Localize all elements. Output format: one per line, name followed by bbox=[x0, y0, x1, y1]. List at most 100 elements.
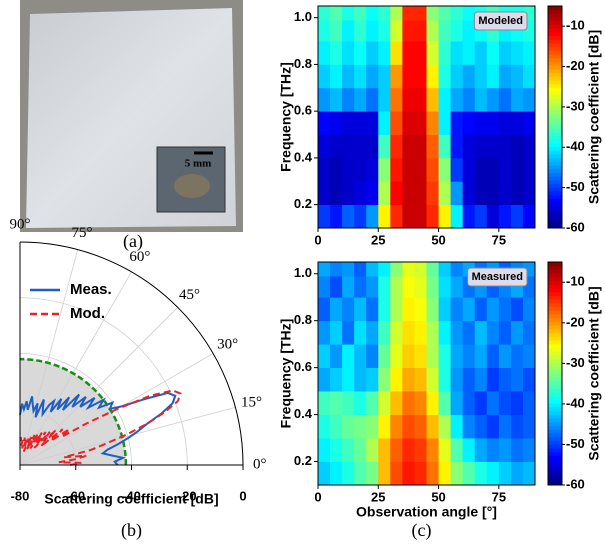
heat-cell bbox=[402, 204, 415, 229]
colorbar-slice bbox=[548, 54, 562, 59]
heat-cell bbox=[486, 111, 500, 135]
heat-cell bbox=[522, 320, 536, 345]
heat-cell bbox=[450, 181, 464, 206]
colorbar-slice bbox=[548, 302, 562, 308]
heat-cell bbox=[462, 297, 476, 322]
colorbar-slice bbox=[548, 161, 562, 166]
heat-cell bbox=[354, 367, 367, 392]
heat-cell bbox=[486, 367, 500, 392]
heat-cell bbox=[426, 276, 439, 298]
colorbar-tick-label: -30 bbox=[566, 98, 585, 113]
heat-cell bbox=[450, 6, 464, 21]
x-tick-label: 50 bbox=[431, 489, 445, 504]
heat-cell bbox=[522, 111, 536, 135]
colorbar-slice bbox=[548, 414, 562, 419]
heat-cell bbox=[354, 320, 367, 345]
colorbar-slice bbox=[548, 113, 562, 118]
heat-cell bbox=[390, 262, 403, 277]
colorbar-slice bbox=[548, 432, 562, 438]
heat-cell bbox=[390, 461, 403, 486]
colorbar-slice bbox=[548, 57, 562, 62]
colorbar-slice bbox=[548, 332, 562, 337]
colorbar-slice bbox=[548, 202, 562, 207]
heat-cell bbox=[378, 414, 391, 439]
r-tick-label: -80 bbox=[11, 488, 30, 503]
heat-cell bbox=[414, 262, 427, 277]
colorbar-slice bbox=[548, 421, 562, 427]
colorbar-slice bbox=[548, 61, 562, 66]
heat-cell bbox=[522, 391, 536, 415]
heat-cell bbox=[522, 367, 536, 392]
heat-cell bbox=[402, 6, 415, 21]
colorbar-slice bbox=[548, 295, 562, 300]
heat-cell bbox=[318, 367, 331, 392]
heat-cell bbox=[522, 41, 536, 65]
heat-cell bbox=[438, 204, 452, 229]
colorbar-slice bbox=[548, 39, 562, 44]
grid-spoke bbox=[19, 249, 79, 466]
colorbar-slice bbox=[548, 373, 562, 378]
colorbar-slice bbox=[548, 191, 562, 196]
heat-cell bbox=[426, 367, 439, 392]
heat-cell bbox=[414, 134, 427, 159]
colorbar-slice bbox=[548, 466, 562, 471]
heat-cell bbox=[522, 344, 536, 369]
x-tick-label: 0 bbox=[314, 489, 321, 504]
colorbar-slice bbox=[548, 366, 562, 371]
colorbar-slice bbox=[548, 146, 562, 151]
colorbar-tick-label: -20 bbox=[566, 314, 585, 329]
heat-cell bbox=[354, 87, 367, 112]
heat-cell bbox=[486, 344, 500, 369]
r-tick-label: -40 bbox=[122, 488, 141, 503]
r-tick-label: -60 bbox=[66, 488, 85, 503]
colorbar-slice bbox=[548, 120, 562, 125]
y-tick-label: 0.2 bbox=[294, 196, 312, 211]
colorbar-slice bbox=[548, 35, 562, 40]
colorbar-slice bbox=[548, 354, 562, 360]
heat-cell bbox=[342, 276, 355, 298]
heat-cell bbox=[426, 344, 439, 369]
heat-cell bbox=[462, 344, 476, 369]
heat-cell bbox=[318, 391, 331, 415]
theta-tick-label: 75° bbox=[72, 225, 93, 241]
heat-cell bbox=[426, 438, 439, 462]
heat-cell bbox=[438, 64, 452, 89]
colorbar-slice bbox=[548, 124, 562, 129]
heat-cell bbox=[354, 6, 367, 21]
heat-cell bbox=[390, 438, 403, 462]
heat-cell bbox=[450, 297, 464, 322]
heat-cell bbox=[330, 320, 343, 345]
heat-cell bbox=[498, 41, 512, 65]
heat-cell bbox=[450, 367, 464, 392]
heat-cell bbox=[378, 181, 391, 206]
noise-floor bbox=[19, 357, 128, 466]
heat-cell bbox=[342, 438, 355, 462]
heat-cell bbox=[330, 181, 343, 206]
heat-cell bbox=[498, 297, 512, 322]
heat-cell bbox=[486, 297, 500, 322]
heat-cell bbox=[462, 438, 476, 462]
heat-cell bbox=[390, 344, 403, 369]
colorbar-slice bbox=[548, 17, 562, 22]
heat-cell bbox=[402, 391, 415, 415]
heat-cell bbox=[342, 87, 355, 112]
colorbar-slice bbox=[548, 429, 562, 434]
heat-cell bbox=[342, 414, 355, 439]
heat-cell bbox=[378, 297, 391, 322]
heat-cell bbox=[390, 391, 403, 415]
heat-cell bbox=[426, 111, 439, 135]
heat-cell bbox=[498, 157, 512, 182]
heat-cell bbox=[318, 320, 331, 345]
heat-cell bbox=[462, 134, 476, 159]
heat-cell bbox=[474, 461, 488, 486]
colorbar-slice bbox=[548, 403, 562, 408]
colorbar-slice bbox=[548, 80, 562, 85]
heat-cell bbox=[318, 6, 331, 21]
heat-cell bbox=[354, 262, 367, 277]
colorbar-slice bbox=[548, 179, 562, 185]
heat-cell bbox=[474, 41, 488, 65]
heat-cell bbox=[426, 64, 439, 89]
heat-cell bbox=[342, 134, 355, 159]
colorbar-slice bbox=[548, 336, 562, 341]
heat-cell bbox=[450, 320, 464, 345]
